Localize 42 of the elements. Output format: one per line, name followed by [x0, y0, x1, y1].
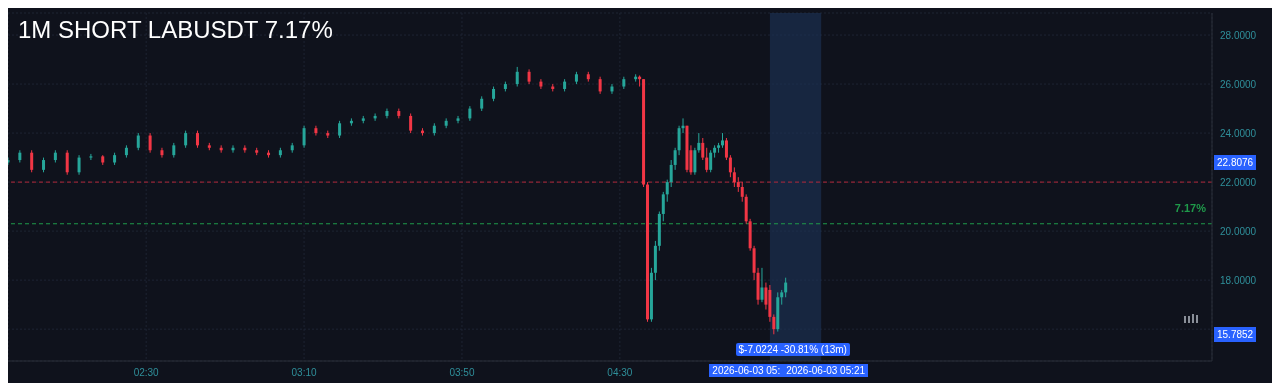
- candlestick: [456, 115, 460, 124]
- candlestick: [784, 277, 788, 298]
- candlestick: [693, 147, 697, 176]
- annotation: 22.8076: [1214, 155, 1257, 171]
- annotation: 15.7852: [1214, 327, 1257, 343]
- y-tick-label: 26.0000: [1220, 78, 1257, 90]
- candlestick: [740, 181, 744, 203]
- candlestick: [760, 267, 764, 303]
- candlestick: [665, 179, 669, 203]
- candlestick: [65, 149, 69, 176]
- candlestick: [89, 153, 93, 161]
- candlestick: [515, 66, 519, 88]
- y-tick-label: 20.0000: [1220, 225, 1257, 237]
- x-tick-label: 03:10: [291, 367, 318, 379]
- text: 2026-06-03 05:21: [783, 364, 869, 377]
- candlestick: [705, 147, 709, 173]
- candlestick: [661, 191, 665, 222]
- candlestick: [8, 157, 10, 166]
- y-tick-label: 18.0000: [1220, 274, 1257, 286]
- annotation: $-7.0224 -30.81% (13m): [735, 343, 850, 356]
- y-tick-label: 28.0000: [1220, 29, 1257, 41]
- y-tick-label: 22.0000: [1220, 176, 1257, 188]
- x-tick-label: 02:30: [133, 367, 160, 379]
- candlestick: [148, 132, 152, 154]
- x-tick-label: 04:30: [607, 367, 633, 379]
- candlestick: [160, 147, 164, 159]
- candlestick: [30, 149, 34, 173]
- candlestick: [709, 149, 713, 173]
- candlestick: [77, 154, 81, 176]
- candlestick: [539, 78, 543, 90]
- candlestick: [701, 137, 705, 161]
- annotation: 7.17%: [1174, 201, 1206, 214]
- candlestick: [724, 137, 728, 161]
- candlestick: [409, 112, 413, 134]
- candlestick: [732, 166, 736, 188]
- candlestick: [728, 154, 732, 178]
- x-tick-label: 03:50: [449, 367, 475, 379]
- chart-title: 1M SHORT LABUSDT 7.17%: [18, 16, 333, 44]
- candlestick: [302, 125, 306, 149]
- y-tick-label: 24.0000: [1220, 127, 1257, 139]
- text: 2026-06-03 05:: [709, 364, 784, 377]
- candlestick: [314, 125, 318, 137]
